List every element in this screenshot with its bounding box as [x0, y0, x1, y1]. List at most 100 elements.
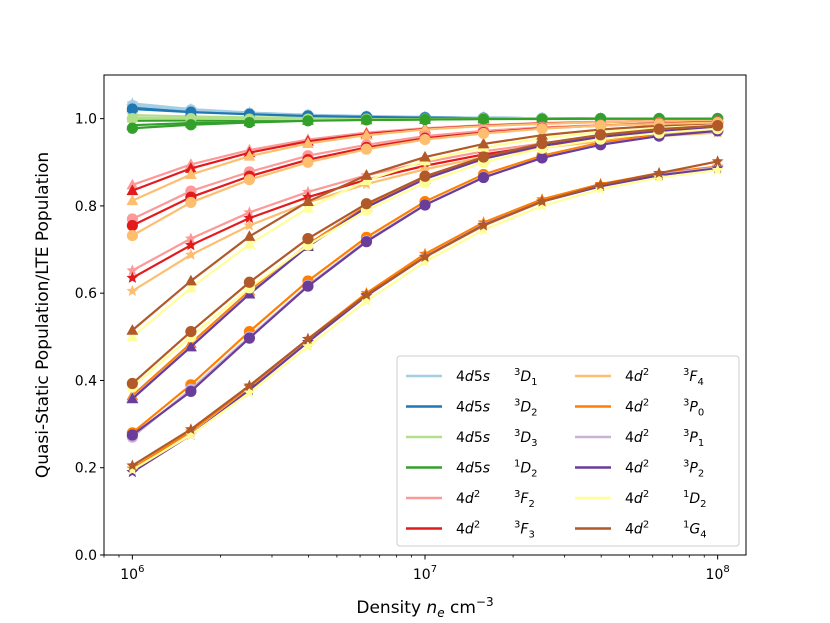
data-point — [419, 255, 431, 267]
data-point — [243, 206, 256, 218]
data-point — [302, 332, 314, 345]
data-point — [302, 233, 314, 245]
data-point — [419, 133, 431, 146]
legend-term: 3P0 — [683, 398, 704, 419]
data-point — [536, 129, 548, 140]
data-point — [302, 340, 314, 352]
data-point — [477, 113, 490, 125]
data-point — [360, 114, 373, 126]
legend-item: 4d5s 3D1 — [406, 367, 538, 388]
legend-config: 4d2 — [625, 367, 649, 385]
data-point — [126, 178, 139, 190]
data-point — [126, 463, 139, 475]
data-point — [360, 198, 373, 210]
data-point — [477, 223, 490, 235]
data-point — [419, 113, 431, 126]
data-point — [477, 137, 490, 149]
y-tick-label: 1.0 — [75, 112, 97, 128]
legend-term: 3D3 — [514, 428, 538, 449]
legend-term: 3D1 — [514, 367, 538, 388]
data-point — [126, 392, 139, 404]
legend-item: 4d5s 3D3 — [406, 428, 538, 449]
legend-config: 4d2 — [625, 428, 649, 446]
data-point — [243, 116, 256, 129]
legend-config: 4d5s — [456, 461, 490, 477]
data-point — [360, 288, 373, 300]
data-point — [302, 280, 314, 292]
data-point — [536, 199, 548, 211]
data-point — [653, 123, 665, 135]
data-point — [712, 120, 724, 132]
data-point — [594, 129, 607, 141]
data-point — [243, 211, 256, 224]
data-point — [243, 332, 256, 344]
data-point — [360, 143, 373, 155]
data-point — [360, 169, 373, 180]
series-11-stars — [126, 155, 724, 471]
legend-item: 4d5s 3D2 — [406, 398, 538, 419]
legend-config: 4d5s — [456, 400, 490, 416]
data-point — [360, 129, 373, 140]
data-point — [184, 248, 197, 260]
data-point — [184, 232, 197, 244]
data-point — [184, 423, 197, 435]
legend-item: 4d2 3P2 — [575, 459, 704, 480]
data-point — [653, 171, 666, 183]
legend-item: 4d2 3F4 — [575, 367, 704, 388]
y-tick-label: 0.6 — [75, 286, 97, 302]
data-point — [360, 294, 373, 307]
legend-item: 4d5s 1D2 — [406, 459, 538, 480]
data-point — [477, 219, 490, 231]
data-point — [243, 276, 256, 288]
data-point — [711, 155, 724, 167]
legend-term: 3F4 — [683, 367, 704, 388]
data-point — [536, 152, 548, 164]
y-tick-label: 0.8 — [75, 199, 97, 215]
data-point — [302, 201, 314, 213]
x-axis-title: Density ne cm−3 — [356, 595, 493, 620]
x-tick-label: 106 — [120, 564, 144, 583]
data-point — [243, 386, 256, 398]
data-point — [419, 150, 431, 162]
data-point — [126, 284, 139, 297]
y-tick-label: 0.4 — [75, 373, 97, 389]
data-point — [126, 459, 139, 471]
data-point — [126, 184, 139, 196]
data-point — [419, 250, 431, 262]
legend-item: 4d2 3P1 — [575, 428, 704, 449]
data-point — [126, 271, 139, 283]
legend-term: 3F2 — [514, 489, 535, 510]
legend-item: 4d2 1D2 — [575, 489, 707, 510]
legend-config: 4d2 — [625, 459, 649, 477]
legend-config: 4d2 — [625, 520, 649, 538]
legend-item: 4d2 3F3 — [406, 520, 535, 541]
y-tick-label: 0.2 — [75, 461, 97, 477]
data-point — [243, 230, 256, 241]
legend-term: 3P1 — [683, 428, 704, 449]
data-point — [536, 113, 548, 125]
legend: 4d5s 3D1 4d5s 3D2 4d5s 3D3 4d5s 1D2 4d2 3F2 4d2 3F3… — [396, 355, 740, 547]
legend-config: 4d2 — [625, 398, 649, 416]
x-tick-label: 108 — [706, 564, 730, 583]
data-point — [185, 168, 197, 179]
data-point — [185, 340, 197, 352]
legend-item: 4d2 3F2 — [406, 489, 535, 510]
data-point — [184, 238, 197, 251]
data-point — [185, 325, 197, 338]
legend-term: 1D2 — [514, 459, 538, 480]
data-point — [243, 149, 256, 161]
y-axis: 0.0 0.2 0.4 0.6 0.8 1.0 — [75, 112, 104, 564]
data-point — [126, 219, 138, 232]
data-point — [477, 171, 490, 184]
data-point — [184, 428, 197, 441]
legend-config: 4d2 — [456, 520, 480, 538]
data-point — [126, 103, 138, 115]
data-point — [185, 162, 197, 173]
data-point — [126, 194, 139, 206]
data-point — [243, 238, 256, 249]
legend-term: 1G4 — [683, 520, 707, 541]
data-point — [126, 229, 138, 242]
data-point — [185, 119, 197, 131]
data-point — [653, 166, 666, 179]
data-point — [302, 115, 314, 127]
